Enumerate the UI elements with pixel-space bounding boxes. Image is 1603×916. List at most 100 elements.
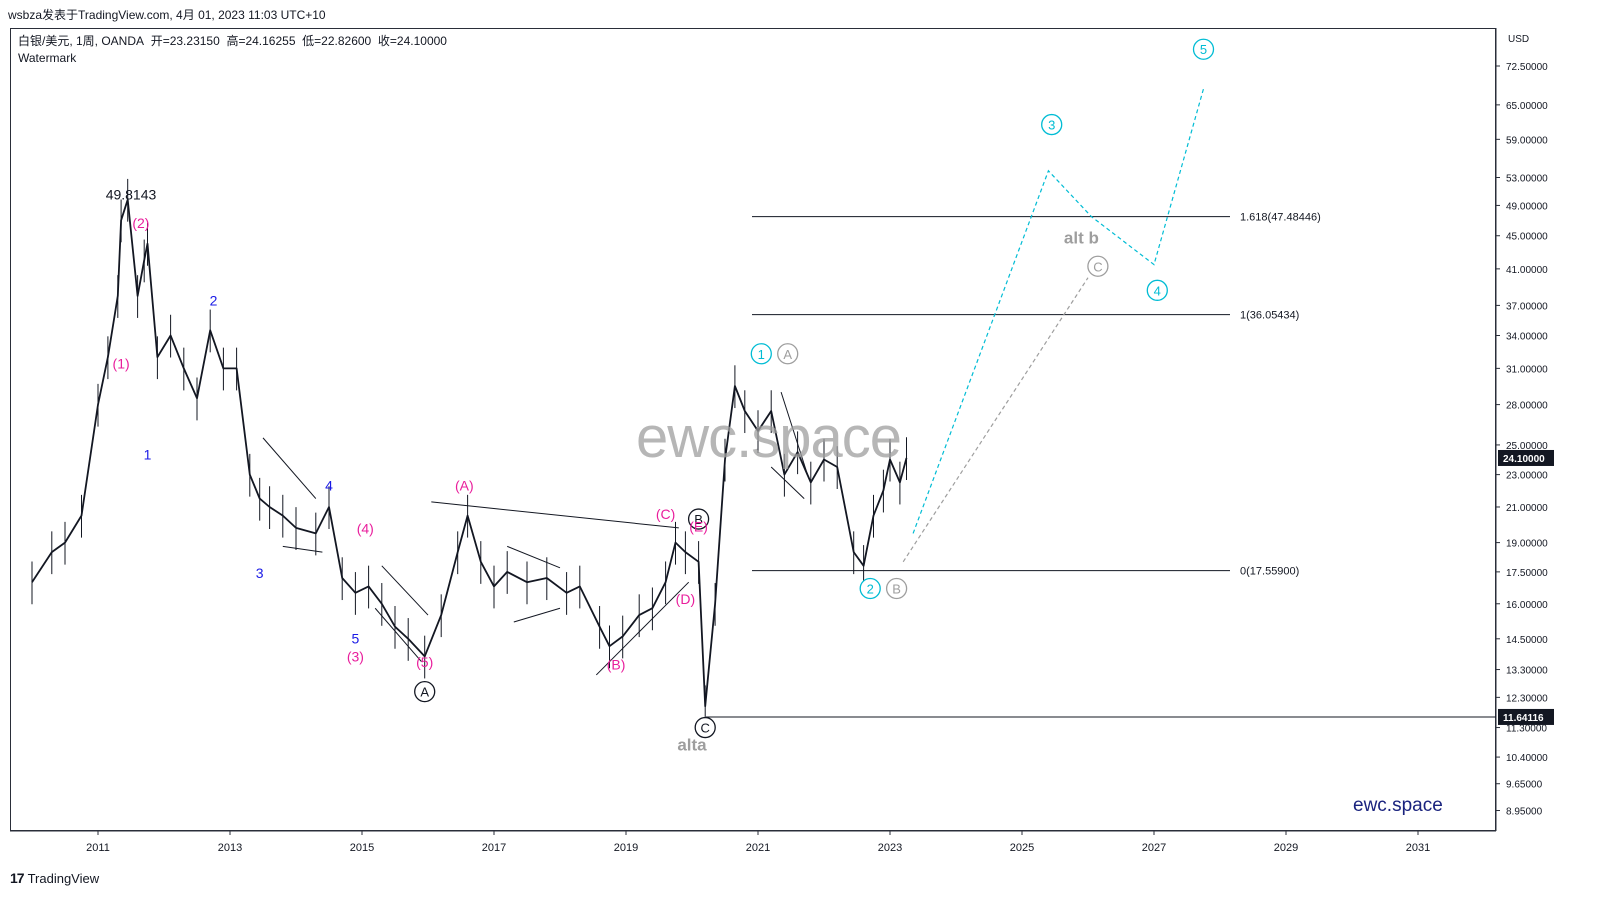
wave-label: (3) <box>347 649 364 665</box>
wave-label-circle <box>859 577 881 600</box>
y-tick-label: 59.00000 <box>1506 135 1548 146</box>
x-tick-label: 2019 <box>614 842 638 854</box>
publish-info: wsbza发表于TradingView.com, 4月 01, 2023 11:… <box>8 8 326 22</box>
x-tick-label: 2029 <box>1274 842 1298 854</box>
pattern-trendline <box>374 607 422 662</box>
pattern-trendline <box>262 437 317 499</box>
wave-label-circle <box>885 577 908 600</box>
x-tick-label: 2017 <box>482 842 506 854</box>
wave-label-circle <box>414 680 436 703</box>
wave-label: B <box>694 512 703 527</box>
low-value: 低=22.82600 <box>302 34 372 48</box>
close-value: 收=24.10000 <box>377 34 447 48</box>
wave-label-circle <box>1087 255 1109 277</box>
wave-label: 1 <box>144 446 152 462</box>
open-value: 开=23.23150 <box>150 34 220 48</box>
wave-label: (E) <box>689 519 708 535</box>
pattern-trendline <box>431 501 679 529</box>
wave-label: 3 <box>256 565 264 581</box>
y-tick-label: 28.00000 <box>1506 401 1548 412</box>
y-tick-label: 16.00000 <box>1506 600 1548 611</box>
wave-label: 3 <box>1048 118 1055 133</box>
pattern-trendline <box>770 466 805 499</box>
y-tick-label: 53.00000 <box>1506 174 1548 185</box>
y-tick-label: 72.50000 <box>1506 62 1548 73</box>
wave-label-circle <box>777 343 799 365</box>
wave-label: 5 <box>352 631 360 647</box>
y-tick-label: 23.00000 <box>1506 471 1548 482</box>
wave-label: (2) <box>132 215 149 231</box>
wave-label: (D) <box>676 591 695 607</box>
projection-path <box>912 88 1205 534</box>
wave-label-circle <box>750 343 772 365</box>
wave-label-circle <box>694 716 716 739</box>
wave-label: C <box>1093 259 1102 274</box>
last-price-tag <box>1498 449 1554 466</box>
y-tick-label: 65.00000 <box>1506 101 1548 112</box>
y-tick-label: 34.00000 <box>1506 331 1548 342</box>
fib-level-label: 0(17.55900) <box>1240 566 1299 578</box>
x-tick-label: 2021 <box>746 842 770 854</box>
wave-label-circle <box>1041 113 1063 136</box>
wave-label: (5) <box>416 654 433 670</box>
wave-label-circle <box>687 508 710 530</box>
low-level-tag <box>1498 708 1554 725</box>
footer-brand[interactable]: TradingView <box>27 870 100 886</box>
y-tick-label: 9.65000 <box>1506 780 1543 791</box>
y-tick-label: 8.95000 <box>1506 807 1543 818</box>
wave-label: B <box>892 582 901 597</box>
y-tick-label: 17.50000 <box>1506 568 1548 579</box>
y-tick-label: 31.00000 <box>1506 364 1548 375</box>
y-tick-label: 10.40000 <box>1506 753 1548 764</box>
x-tick-label: 2023 <box>878 842 902 854</box>
watermark-text: ewc.space <box>636 405 902 470</box>
watermark-indicator-label[interactable]: Watermark <box>18 51 77 65</box>
symbol-label[interactable]: 白银/美元, 1周, OANDA <box>18 34 145 48</box>
y-tick-label: 19.00000 <box>1506 539 1548 550</box>
wave-label: 4 <box>1154 283 1161 298</box>
wave-label: alta <box>677 735 707 754</box>
wave-label: (4) <box>357 520 374 536</box>
x-tick-label: 2015 <box>350 842 374 854</box>
wave-label: 4 <box>325 477 333 493</box>
wave-label: (1) <box>113 355 130 371</box>
y-tick-label: 14.50000 <box>1506 635 1548 646</box>
brand-text: ewc.space <box>1353 795 1443 816</box>
wave-label: 2 <box>867 582 874 597</box>
wave-label-circle <box>1192 38 1215 60</box>
last-price-label: 24.10000 <box>1503 454 1545 465</box>
wave-label: A <box>420 685 429 700</box>
y-tick-label: 25.00000 <box>1506 441 1548 452</box>
y-tick-label: 13.30000 <box>1506 666 1548 677</box>
pattern-trendline <box>282 545 323 553</box>
y-tick-label: 11.30000 <box>1506 724 1547 735</box>
x-tick-label: 2031 <box>1406 842 1430 854</box>
wave-label: 49.8143 <box>106 187 157 203</box>
pattern-trendline <box>513 607 561 623</box>
x-tick-label: 2027 <box>1142 842 1166 854</box>
y-tick-label: 12.30000 <box>1506 693 1548 704</box>
pattern-trendline <box>595 581 690 676</box>
pattern-trendline <box>507 545 561 569</box>
x-tick-label: 2025 <box>1010 842 1034 854</box>
wave-label-circle <box>1146 279 1168 301</box>
wave-label: alt b <box>1064 229 1099 248</box>
footer: 17 TradingView <box>10 870 99 886</box>
tradingview-logo-icon[interactable]: 17 <box>10 870 25 886</box>
x-tick-label: 2013 <box>218 842 242 854</box>
y-tick-label: 45.00000 <box>1506 232 1548 243</box>
y-tick-label: 37.00000 <box>1506 301 1548 312</box>
projection-path <box>902 277 1089 563</box>
fib-level-label: 1.618(47.48446) <box>1240 212 1321 224</box>
symbol-legend: 白银/美元, 1周, OANDA 开=23.23150 高=24.16255 低… <box>18 33 447 67</box>
fib-level-label: 1(36.05434) <box>1240 310 1299 322</box>
pattern-trendline <box>780 391 808 475</box>
wave-label: 1 <box>758 347 765 362</box>
wave-label: (B) <box>607 657 626 673</box>
y-tick-label: 49.00000 <box>1506 201 1548 212</box>
high-value: 高=24.16255 <box>226 34 296 48</box>
x-tick-label: 2011 <box>86 842 110 854</box>
wave-label: C <box>701 721 710 736</box>
wave-label: (C) <box>656 506 675 522</box>
